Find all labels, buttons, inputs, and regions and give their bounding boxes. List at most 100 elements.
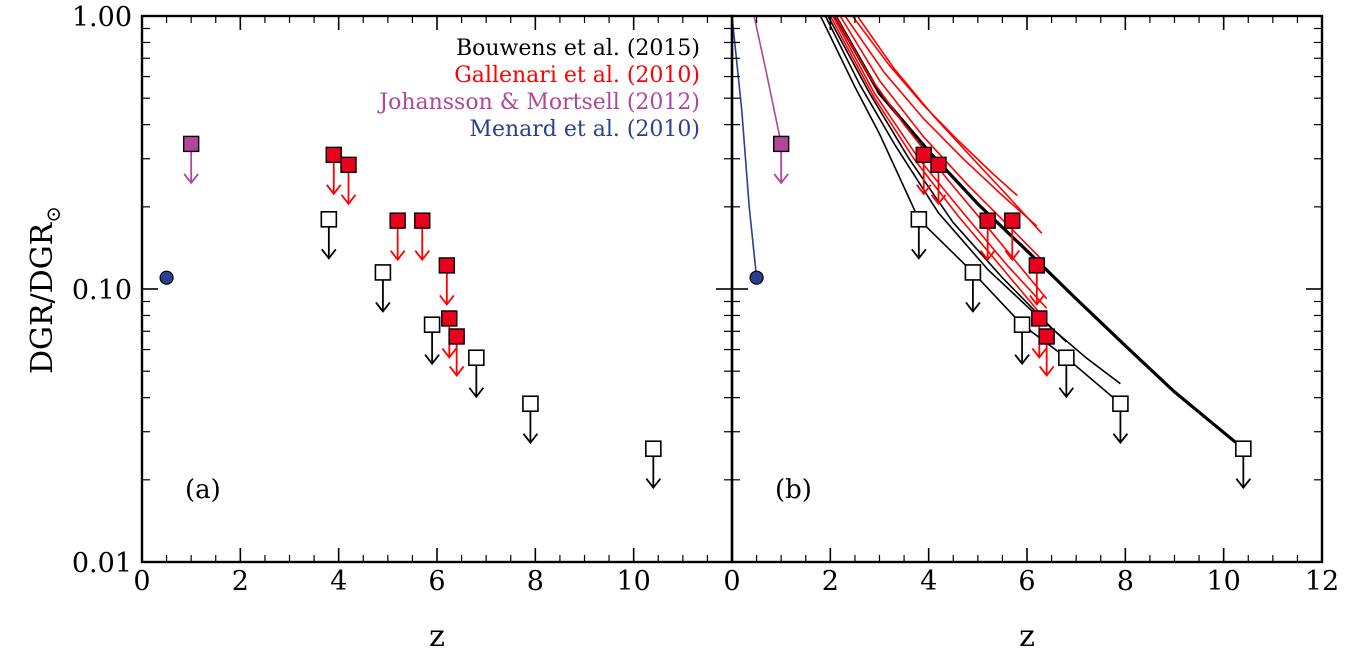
model-curve-bouwens (824, 16, 1121, 385)
legend-entry-bouwens: Bouwens et al. (2015) (456, 36, 700, 61)
upper-limit-arrowhead-bouwens-a (522, 433, 539, 445)
x-tick-label-a: 10 (616, 566, 650, 597)
upper-limit-arrowhead-gallenari-b (916, 184, 932, 196)
marker-gallenari-a (389, 212, 406, 229)
x-axis-title-b: z (1019, 619, 1035, 652)
upper-limit-arrowhead-johansson-b (773, 173, 789, 185)
y-tick-label: 0.01 (72, 548, 132, 579)
upper-limit-arrowhead-gallenari-b (1038, 365, 1055, 377)
marker-bouwens-a (423, 316, 441, 333)
marker-johansson-b (772, 135, 790, 153)
upper-limit-arrowhead-gallenari-b (1029, 294, 1045, 306)
x-tick-label-b: 4 (920, 566, 937, 597)
marker-bouwens-a (468, 349, 485, 367)
y-tick-label: 1.00 (72, 2, 132, 33)
upper-limit-arrowhead-gallenari-b (1031, 347, 1048, 359)
axis-ticks: 0 2 4 6 8 10 0 2 4 6 8 10 12 1.00 0.10 0.01 (72, 2, 1339, 597)
upper-limit-arrowhead-gallenari-b (979, 250, 996, 262)
model-curve-gallenari (856, 16, 1043, 234)
marker-johansson-a (182, 135, 200, 153)
upper-limit-arrowhead-bouwens-a (468, 387, 485, 399)
marker-gallenari-a (448, 328, 465, 345)
marker-bouwens-b (1235, 440, 1252, 458)
panel-frame-b (730, 14, 1324, 564)
marker-bouwens-a (645, 440, 662, 458)
x-tick-label-a: 0 (133, 566, 150, 597)
upper-limit-arrowhead-gallenari-b (1004, 250, 1020, 262)
upper-limit-arrowhead-gallenari-a (439, 294, 455, 306)
x-tick-label-b: 2 (822, 566, 839, 597)
marker-gallenari-b (930, 156, 947, 174)
upper-limit-arrowhead-bouwens-b (1235, 478, 1252, 490)
x-tick-label-a: 8 (527, 566, 544, 597)
upper-limit-arrowhead-gallenari-a (389, 250, 406, 262)
upper-limit-arrowhead-gallenari-a (448, 365, 465, 377)
x-tick-label-b: 8 (1117, 566, 1134, 597)
marker-gallenari-a (414, 212, 431, 229)
upper-limit-arrowhead-gallenari-a (441, 347, 458, 359)
upper-limit-arrowhead-bouwens-b (911, 248, 927, 260)
upper-limit-arrowhead-gallenari-a (414, 250, 430, 262)
data-points (159, 135, 1252, 490)
y-axis-title-main: DGR/DGR (25, 221, 60, 374)
model-curve-gallenari (832, 16, 1048, 309)
upper-limit-arrowhead-bouwens-b (965, 301, 981, 313)
x-tick-label-b: 6 (1018, 566, 1035, 597)
marker-bouwens-b (1013, 316, 1031, 333)
x-tick-label-b: 0 (723, 566, 740, 597)
y-axis-title: DGR/DGR⊙ (25, 206, 65, 374)
upper-limit-arrowhead-bouwens-a (321, 248, 337, 260)
upper-limit-arrowhead-gallenari-a (326, 184, 342, 196)
upper-limit-arrowhead-bouwens-b (1014, 354, 1030, 366)
model-curve-bouwens (833, 16, 1245, 450)
marker-gallenari-b (979, 212, 996, 229)
model-curve-bouwens (827, 16, 1067, 343)
upper-limit-arrowhead-johansson-a (183, 173, 199, 185)
upper-limit-arrowhead-bouwens-b (1058, 387, 1075, 399)
axis-labels: DGR/DGR⊙ z z (a) (b) (25, 206, 1035, 652)
marker-gallenari-b (1028, 257, 1046, 274)
upper-limit-arrowhead-bouwens-b (1112, 433, 1129, 445)
upper-limit-arrowhead-gallenari-b (930, 194, 947, 206)
x-tick-label-a: 4 (330, 566, 347, 597)
y-tick-label: 0.10 (72, 275, 132, 306)
model-curve-johansson (753, 16, 782, 145)
marker-gallenari-a (438, 257, 456, 274)
legend-entry-johansson: Johansson & Mortsell (2012) (377, 90, 700, 115)
legend: Bouwens et al. (2015)Gallenari et al. (2… (377, 36, 700, 142)
upper-limit-arrowhead-bouwens-a (424, 354, 440, 366)
marker-gallenari-b (1004, 212, 1021, 229)
marker-menard-a (159, 270, 174, 285)
panel-label-a: (a) (185, 475, 221, 505)
marker-bouwens-a (374, 264, 392, 281)
x-axis-title-a: z (429, 619, 445, 652)
marker-bouwens-a (522, 395, 539, 413)
legend-entry-gallenari: Gallenari et al. (2010) (454, 63, 700, 88)
upper-limit-arrowhead-bouwens-a (645, 478, 662, 490)
marker-bouwens-b (1112, 395, 1129, 413)
x-tick-label-b: 12 (1305, 566, 1339, 597)
marker-gallenari-b (1031, 310, 1048, 327)
marker-gallenari-a (325, 146, 342, 164)
marker-gallenari-b (1038, 328, 1055, 345)
panel-label-b: (b) (775, 475, 812, 505)
marker-bouwens-a (320, 211, 338, 228)
marker-gallenari-a (441, 310, 458, 327)
legend-entry-menard: Menard et al. (2010) (469, 117, 700, 142)
upper-limit-arrowhead-gallenari-a (340, 194, 357, 206)
upper-limit-arrowhead-bouwens-a (375, 301, 391, 313)
x-tick-label-a: 6 (428, 566, 445, 597)
marker-gallenari-a (340, 156, 357, 174)
marker-menard-b (749, 270, 764, 285)
model-curve-menard (732, 16, 758, 278)
x-tick-label-b: 10 (1206, 566, 1240, 597)
model-curve-bouwens (819, 16, 1121, 405)
marker-bouwens-b (1058, 349, 1075, 367)
model-curve-gallenari (844, 16, 1038, 227)
marker-bouwens-b (964, 264, 982, 281)
model-curve-gallenari (829, 16, 1040, 314)
y-axis-title-subscript: ⊙ (41, 206, 65, 223)
x-tick-label-a: 2 (232, 566, 249, 597)
marker-gallenari-b (915, 146, 932, 164)
